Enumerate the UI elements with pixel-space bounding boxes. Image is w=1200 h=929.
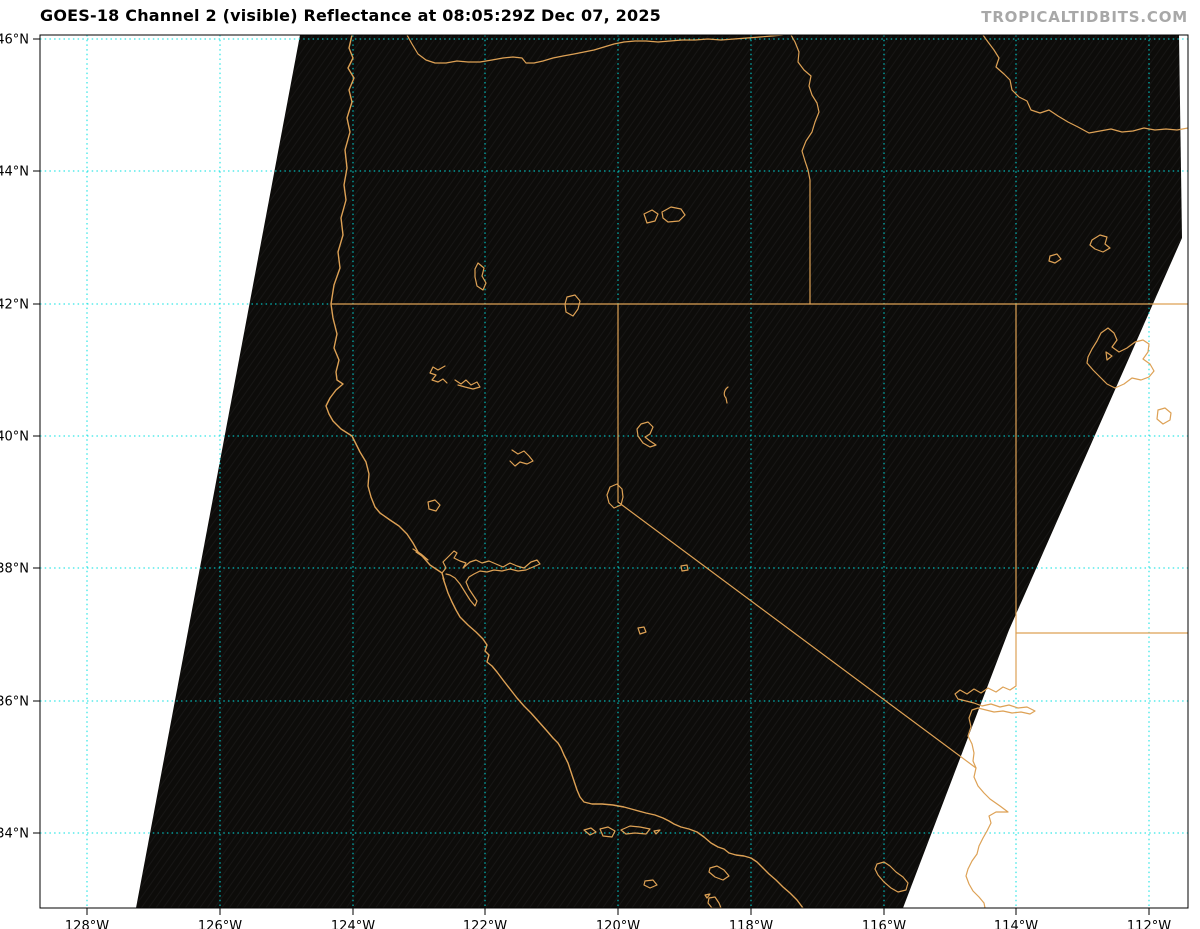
idaho-montana-border xyxy=(982,35,1188,134)
lake-oroville xyxy=(509,449,534,467)
pyramid-lake xyxy=(636,421,657,448)
x-tick-label: 114°W xyxy=(994,919,1038,929)
x-tick-label: 118°W xyxy=(729,919,773,929)
idaho-lakes xyxy=(1048,234,1111,264)
geography-layer xyxy=(325,35,1188,908)
california-nevada-border xyxy=(617,303,977,769)
axis-labels: 46°N 44°N 42°N 40°N 38°N 36°N 34°N 128°W 126°W 12… xyxy=(0,33,1171,929)
channel-islands xyxy=(583,825,661,838)
x-tick-label: 124°W xyxy=(331,919,375,929)
point-reyes xyxy=(412,548,429,561)
x-tick-label: 112°W xyxy=(1127,919,1171,929)
x-tick-label: 116°W xyxy=(862,919,906,929)
y-tick-label: 42°N xyxy=(0,298,29,313)
humboldt-river xyxy=(723,386,729,404)
y-tick-label: 40°N xyxy=(0,430,29,445)
colorado-river-border xyxy=(954,632,1036,908)
tropicaltidbits-watermark: TROPICALTIDBITS.COM xyxy=(981,8,1188,26)
upper-klamath-lake xyxy=(474,262,487,291)
goose-lake xyxy=(564,294,581,317)
oregon-idaho-border xyxy=(790,35,820,305)
page-title: GOES-18 Channel 2 (visible) Reflectance … xyxy=(40,6,661,25)
shasta-lake xyxy=(454,379,481,390)
y-tick-label: 38°N xyxy=(0,562,29,577)
lake-tahoe xyxy=(606,483,624,509)
malheur-harney-lakes xyxy=(643,206,686,224)
x-tick-label: 128°W xyxy=(65,919,109,929)
x-tick-label: 122°W xyxy=(463,919,507,929)
plot-border xyxy=(39,34,1189,909)
millerton-lake xyxy=(637,626,647,635)
y-tick-label: 34°N xyxy=(0,827,29,842)
san-francisco-bay xyxy=(441,550,541,607)
great-salt-lake xyxy=(1086,327,1155,389)
x-tick-label: 126°W xyxy=(198,919,242,929)
clear-lake xyxy=(427,499,441,512)
x-tick-label: 120°W xyxy=(596,919,640,929)
pacific-coastline xyxy=(325,35,804,908)
utah-lake xyxy=(1156,407,1172,425)
southern-islands xyxy=(643,865,730,908)
trinity-lake xyxy=(429,365,448,384)
mono-lake xyxy=(680,564,689,572)
y-tick-label: 46°N xyxy=(0,33,29,48)
y-tick-label: 44°N xyxy=(0,165,29,180)
salton-sea xyxy=(874,861,909,893)
columbia-river-border xyxy=(406,35,784,64)
y-tick-label: 36°N xyxy=(0,695,29,710)
satellite-swath xyxy=(136,35,1182,908)
